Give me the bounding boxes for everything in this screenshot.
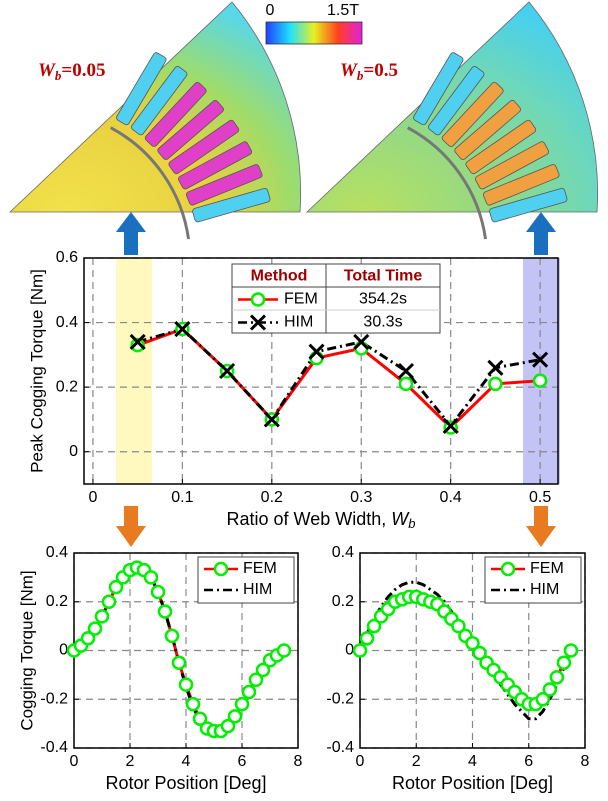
label-symbol: W xyxy=(38,60,56,81)
y-tick-label: 0.6 xyxy=(56,249,78,266)
x-axis-label: Ratio of Web Width, Wb xyxy=(227,509,416,532)
marker xyxy=(152,586,164,598)
label-value: =0.5 xyxy=(363,60,398,81)
highlight-band xyxy=(523,258,560,484)
y-tick-label: 0.4 xyxy=(46,544,68,561)
down-arrow xyxy=(116,506,146,547)
x-tick-label: 4 xyxy=(468,753,477,770)
table-time: 354.2s xyxy=(359,291,407,308)
x-tick-label: 0.5 xyxy=(529,489,551,506)
y-tick-label: -0.4 xyxy=(326,739,354,756)
legend-label: FEM xyxy=(530,560,564,577)
x-tick-label: 2 xyxy=(412,753,421,770)
y-axis-label: Peak Cogging Torque [Nm] xyxy=(27,269,46,473)
x-tick-label: 0.2 xyxy=(261,489,283,506)
x-axis-label-text: Ratio of Web Width, xyxy=(227,509,392,529)
colorbar-label: 1.5T xyxy=(327,2,359,19)
marker xyxy=(103,596,115,608)
y-tick-label: 0 xyxy=(59,642,68,659)
marker xyxy=(173,657,185,669)
marker xyxy=(187,698,199,710)
table-header: Method xyxy=(251,268,308,285)
marker xyxy=(159,606,171,618)
colorbar-label: 0 xyxy=(266,2,275,19)
x-tick-label: 4 xyxy=(182,753,191,770)
marker xyxy=(215,563,227,575)
highlight-band xyxy=(116,258,152,484)
marker xyxy=(145,571,157,583)
y-tick-label: -0.2 xyxy=(40,690,68,707)
y-tick-label: 0 xyxy=(69,443,78,460)
x-tick-label: 6 xyxy=(238,753,247,770)
legend-label: FEM xyxy=(284,291,318,308)
label-symbol: W xyxy=(340,60,358,81)
marker xyxy=(252,294,264,306)
marker xyxy=(361,632,373,644)
legend-label: FEM xyxy=(243,560,277,577)
y-tick-label: 0.2 xyxy=(46,593,68,610)
marker xyxy=(229,710,241,722)
down-arrow xyxy=(526,506,556,547)
plot-label: Wb=0.5 xyxy=(340,60,398,83)
x-axis-label: Rotor Position [Deg] xyxy=(105,773,266,793)
x-tick-label: 0 xyxy=(356,753,365,770)
y-tick-label: -0.2 xyxy=(326,690,354,707)
label-value: =0.05 xyxy=(61,60,105,81)
figure: 0 1.5T Wb=0.05 Wb=0.5 00.10.20.30.40.500… xyxy=(0,0,608,801)
x-tick-label: 8 xyxy=(294,753,303,770)
marker xyxy=(551,671,563,683)
legend-label: HIM xyxy=(530,581,559,598)
y-tick-label: -0.4 xyxy=(40,739,68,756)
series-line xyxy=(138,329,540,427)
marker xyxy=(180,679,192,691)
marker xyxy=(534,375,546,387)
marker xyxy=(89,623,101,635)
colorbar xyxy=(266,22,362,44)
plot-label: Wb=0.05 xyxy=(38,60,105,83)
marker xyxy=(236,698,248,710)
y-tick-label: 0.4 xyxy=(332,544,354,561)
x-tick-label: 0.4 xyxy=(440,489,462,506)
x-tick-label: 0 xyxy=(70,753,79,770)
x-tick-label: 0.3 xyxy=(350,489,372,506)
x-tick-label: 0.1 xyxy=(171,489,193,506)
marker xyxy=(243,686,255,698)
y-tick-label: 0.2 xyxy=(332,593,354,610)
marker xyxy=(558,657,570,669)
marker xyxy=(489,378,501,390)
marker xyxy=(544,684,556,696)
up-arrow xyxy=(116,212,146,255)
legend-label: HIM xyxy=(284,314,313,331)
table-header: Total Time xyxy=(344,268,423,285)
legend-label: HIM xyxy=(243,581,272,598)
up-arrow xyxy=(526,212,556,255)
y-axis-label: Cogging Torque [Nm] xyxy=(17,570,36,730)
marker xyxy=(354,645,366,657)
y-tick-label: 0.4 xyxy=(56,314,78,331)
x-axis-label-text: Rotor Position [Deg] xyxy=(105,773,266,793)
x-axis-label-subscript: b xyxy=(408,516,415,531)
marker xyxy=(166,630,178,642)
marker xyxy=(399,364,413,378)
x-tick-label: 0 xyxy=(88,489,97,506)
marker xyxy=(488,361,502,375)
y-tick-label: 0 xyxy=(345,642,354,659)
marker xyxy=(278,645,290,657)
table-time: 30.3s xyxy=(363,314,402,331)
marker xyxy=(96,610,108,622)
marker xyxy=(565,645,577,657)
marker xyxy=(502,563,514,575)
x-axis-label: Rotor Position [Deg] xyxy=(392,773,553,793)
x-tick-label: 6 xyxy=(524,753,533,770)
x-tick-label: 2 xyxy=(126,753,135,770)
y-tick-label: 0.2 xyxy=(56,378,78,395)
marker xyxy=(400,378,412,390)
x-tick-label: 8 xyxy=(581,753,590,770)
x-axis-label-text: Rotor Position [Deg] xyxy=(392,773,553,793)
